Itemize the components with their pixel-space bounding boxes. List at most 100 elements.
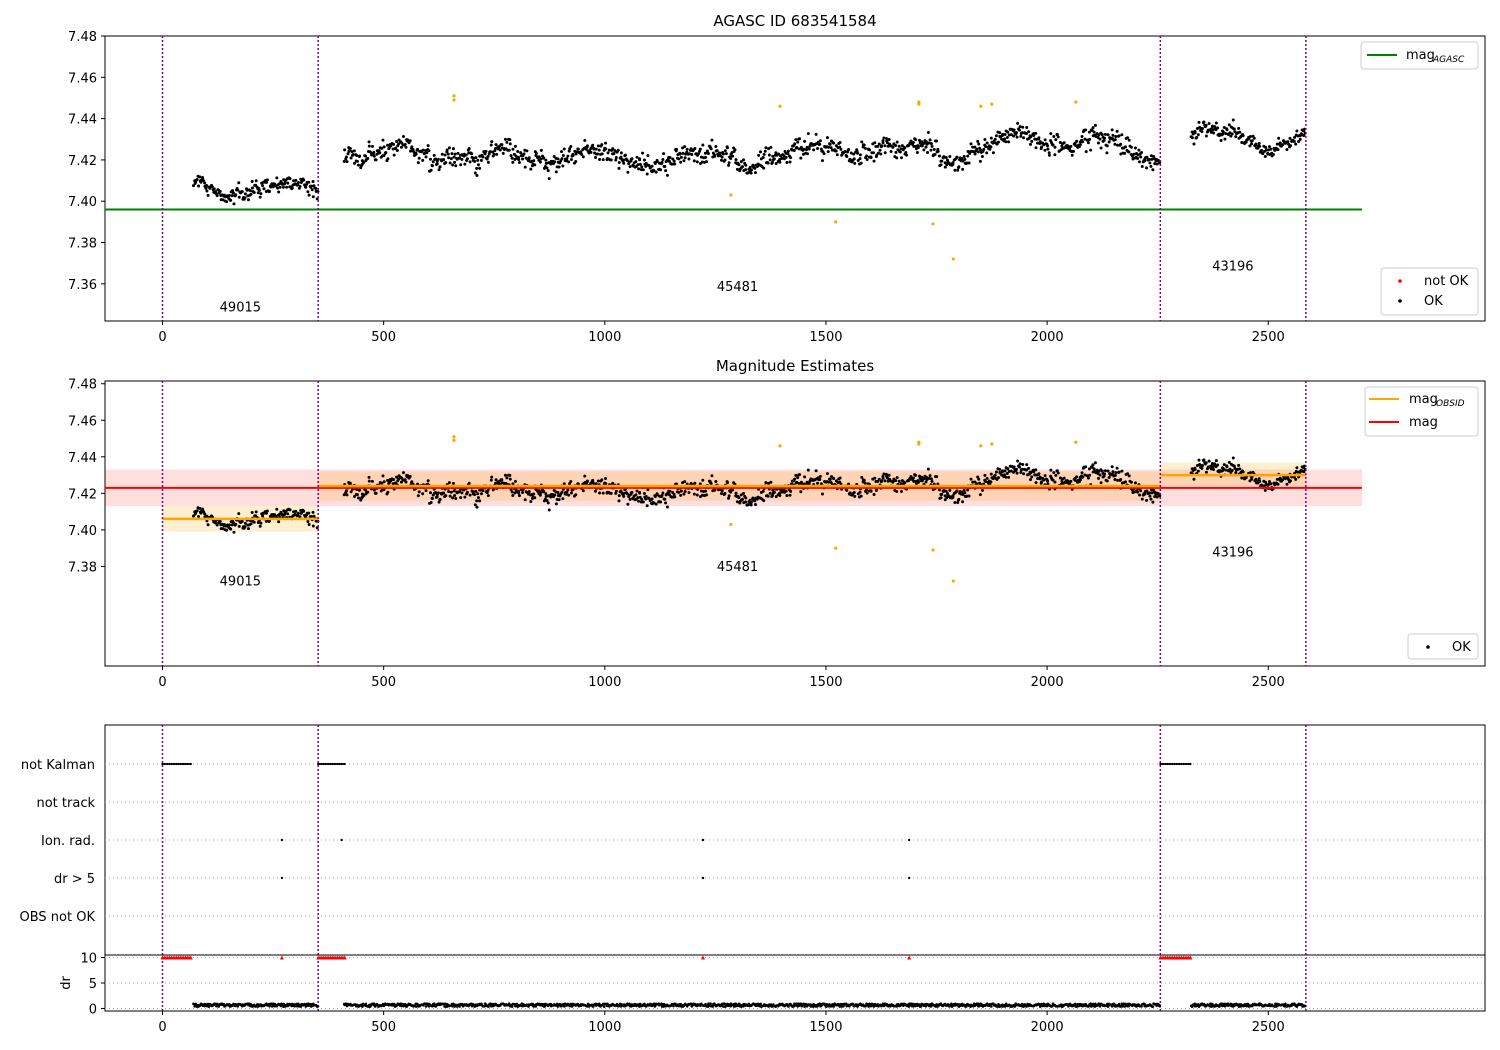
x-tick-label: 2500 xyxy=(1252,1020,1285,1035)
ok-point xyxy=(539,148,543,152)
ok-point xyxy=(1212,467,1216,471)
ok-point xyxy=(1276,482,1280,486)
x-tick-label: 2000 xyxy=(1031,330,1064,345)
ok-point xyxy=(1018,462,1022,466)
ok-point xyxy=(770,160,774,164)
dr-point xyxy=(534,1005,538,1008)
ok-point xyxy=(1200,127,1204,131)
ok-point xyxy=(1207,121,1211,125)
ok-point xyxy=(635,489,639,493)
ok-point xyxy=(386,143,390,147)
ok-point xyxy=(458,156,462,160)
ok-point xyxy=(449,490,453,494)
ok-point xyxy=(503,473,507,477)
ok-point xyxy=(225,528,229,532)
ok-point xyxy=(767,153,771,157)
ok-point xyxy=(1260,148,1264,152)
ok-point xyxy=(1089,148,1093,152)
ok-point xyxy=(843,150,847,154)
ok-point xyxy=(969,142,973,146)
x-tick-label: 2000 xyxy=(1031,1020,1064,1035)
dr-clipped-point xyxy=(188,955,193,960)
ok-point xyxy=(980,488,984,492)
ok-point xyxy=(566,154,570,158)
not-ok-point xyxy=(452,94,456,98)
ok-point xyxy=(1006,130,1010,134)
ok-point xyxy=(517,160,521,164)
legend-agasc-label: mag xyxy=(1406,48,1435,63)
ok-point xyxy=(876,144,880,148)
ok-point xyxy=(744,163,748,167)
ok-point xyxy=(598,491,602,495)
ok-point xyxy=(1126,472,1130,476)
dr-y-tick-label: 0 xyxy=(89,1002,97,1017)
ok-point xyxy=(438,497,442,501)
ok-point xyxy=(206,193,210,197)
ok-point xyxy=(1204,470,1208,474)
ok-point xyxy=(552,155,556,159)
ok-point xyxy=(873,141,877,145)
ok-point xyxy=(1133,481,1137,485)
ok-point xyxy=(585,144,589,148)
flag-point xyxy=(322,762,325,766)
ok-point xyxy=(243,196,247,200)
ok-point xyxy=(585,479,589,483)
ok-point xyxy=(799,490,803,494)
ok-point xyxy=(881,476,885,480)
ok-point xyxy=(475,499,479,503)
estimates-title: Magnitude Estimates xyxy=(716,357,874,375)
ok-point xyxy=(494,481,498,485)
ok-point xyxy=(254,510,258,514)
ok-point xyxy=(1212,131,1216,135)
ok-point xyxy=(720,155,724,159)
ok-point xyxy=(828,142,832,146)
ok-point xyxy=(417,490,421,494)
ok-point xyxy=(706,152,710,156)
ok-point xyxy=(1221,467,1225,471)
ok-point xyxy=(699,155,703,159)
dr-point xyxy=(432,1002,436,1005)
flag-point xyxy=(180,762,184,766)
ok-point xyxy=(246,527,250,531)
ok-point xyxy=(408,139,412,143)
ok-point xyxy=(644,497,648,501)
ok-point xyxy=(283,180,287,184)
ok-point xyxy=(1222,463,1226,467)
ok-point xyxy=(460,491,464,495)
ok-point xyxy=(517,494,521,498)
ok-point xyxy=(926,150,930,154)
ok-point xyxy=(1113,473,1117,477)
ok-point xyxy=(517,491,521,495)
ok-point xyxy=(601,158,605,162)
flag-point xyxy=(320,762,323,766)
ok-point xyxy=(788,493,792,497)
ok-point xyxy=(567,160,571,164)
ok-point xyxy=(513,479,517,483)
ok-point xyxy=(886,144,890,148)
ok-point xyxy=(294,178,298,182)
ok-point xyxy=(983,473,987,477)
ok-point xyxy=(556,490,560,494)
ok-point xyxy=(929,477,933,481)
ok-point xyxy=(960,157,964,161)
ok-point xyxy=(1042,143,1046,147)
ok-point xyxy=(560,490,564,494)
ok-point xyxy=(1006,467,1010,471)
ok-point xyxy=(382,480,386,484)
dr-point xyxy=(723,1002,727,1006)
flag-point xyxy=(1161,762,1164,766)
dr-point xyxy=(316,1004,320,1008)
ok-point xyxy=(451,163,455,167)
ok-point xyxy=(924,145,928,149)
ok-point xyxy=(197,514,201,518)
ok-point xyxy=(403,478,407,482)
legend-ok-label: OK xyxy=(1424,294,1443,309)
ok-point xyxy=(1127,150,1131,154)
ok-point xyxy=(789,489,793,493)
ok-point xyxy=(399,480,403,484)
ok-point xyxy=(789,156,793,160)
ok-point xyxy=(933,153,937,157)
ok-point xyxy=(713,154,717,158)
dr-point xyxy=(1013,1005,1017,1008)
